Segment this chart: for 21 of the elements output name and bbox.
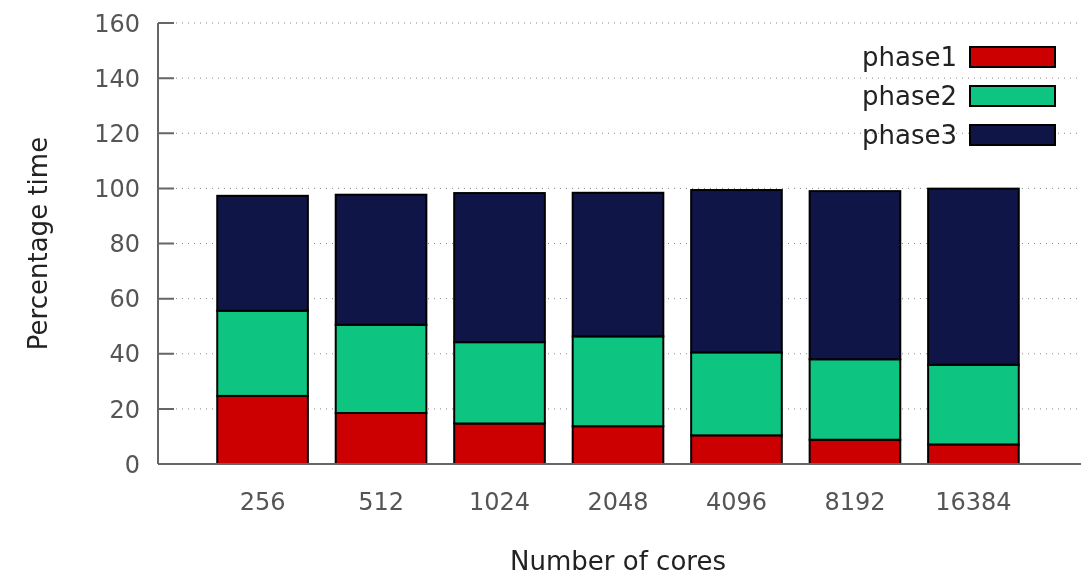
legend-label: phase3 — [862, 120, 957, 151]
y-tick-label: 120 — [94, 119, 140, 148]
y-tick-label: 80 — [109, 230, 140, 259]
y-tick-label: 100 — [94, 175, 140, 204]
y-tick-label: 160 — [94, 9, 140, 38]
x-tick-label: 16384 — [935, 488, 1012, 516]
legend-label: phase1 — [862, 42, 957, 73]
x-tick-label: 8192 — [824, 488, 886, 516]
y-tick-label: 20 — [109, 395, 140, 424]
x-axis-title: Number of cores — [510, 546, 726, 576]
x-tick-label: 4096 — [705, 488, 768, 516]
y-tick-label: 40 — [109, 340, 140, 369]
legend-label: phase2 — [862, 81, 957, 112]
x-tick-label: 512 — [358, 488, 404, 516]
y-axis-title: Percentage time — [23, 136, 53, 351]
y-tick-label: 140 — [94, 64, 140, 93]
y-tick-label: 60 — [109, 285, 140, 314]
y-tick-label: 0 — [124, 450, 140, 479]
x-tick-label: 1024 — [468, 488, 531, 516]
x-tick-label: 256 — [239, 488, 286, 516]
x-tick-label: 2048 — [587, 488, 649, 516]
